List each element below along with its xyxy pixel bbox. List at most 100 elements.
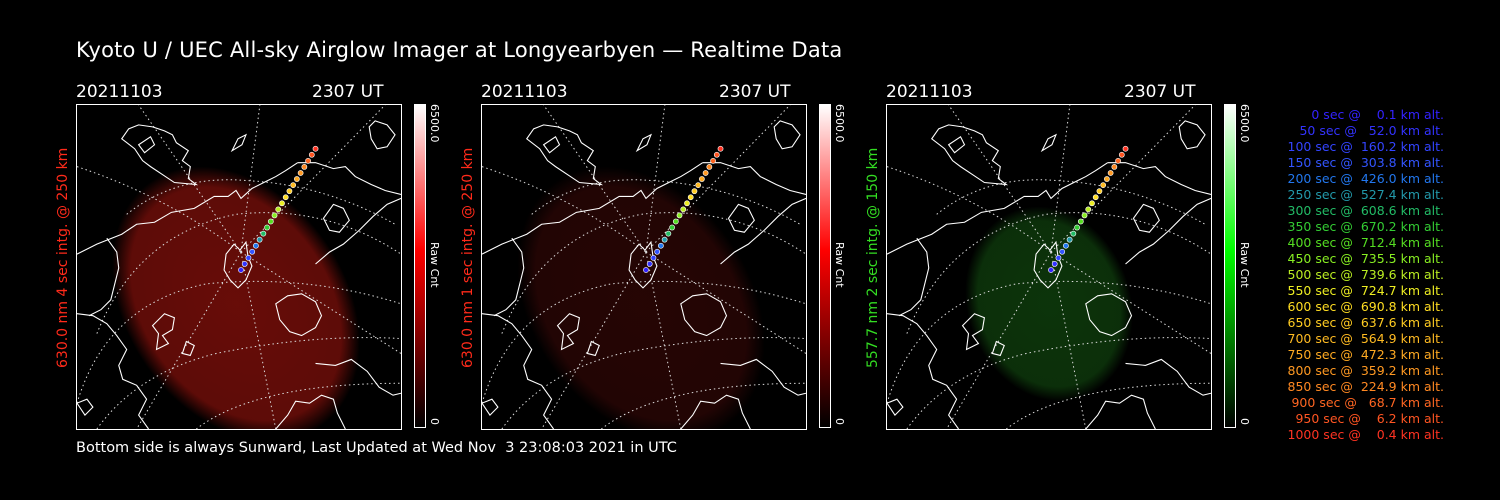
panel-2-cb-min: 0 (833, 418, 846, 425)
track-point (294, 176, 300, 182)
coastline (635, 133, 652, 153)
track-point (702, 170, 709, 176)
page-title: Kyoto U / UEC All-sky Airglow Imager at … (76, 38, 843, 62)
coastline (887, 398, 904, 416)
coastline (628, 240, 658, 289)
legend-row: 500 sec @ 739.6 km alt. (1287, 267, 1444, 282)
track-point (717, 145, 724, 152)
track-point (1104, 176, 1110, 182)
legend-row: 400 sec @ 712.4 km alt. (1287, 235, 1444, 250)
track-point (706, 164, 713, 170)
grid-line (501, 337, 806, 429)
panel-1-cb-min: 0 (428, 418, 441, 425)
coastline (482, 313, 555, 429)
grid-line (1050, 251, 1211, 354)
grid-line (126, 179, 396, 225)
track-point (672, 218, 679, 225)
panel-2-time: 2307 UT (719, 82, 791, 102)
track-point (654, 248, 661, 255)
coastline (88, 237, 120, 317)
panel-2-image (481, 104, 807, 430)
panel-3-cb-label: Raw Cnt (1238, 242, 1251, 288)
track-point (699, 176, 705, 182)
grid-line (906, 337, 1211, 429)
track-point (249, 248, 256, 255)
track-point (1089, 200, 1095, 207)
coastline (1107, 162, 1211, 195)
coastline (702, 162, 806, 195)
track-point (658, 242, 664, 249)
coastline (322, 203, 350, 233)
track-point (1122, 145, 1129, 152)
coastline (727, 203, 755, 233)
track-point (1063, 242, 1069, 249)
coastline (137, 136, 156, 154)
airglow-region (517, 166, 765, 429)
coastline (773, 120, 801, 150)
legend-row: 150 sec @ 303.8 km alt. (1287, 155, 1444, 170)
legend-row: 250 sec @ 527.4 km alt. (1287, 187, 1444, 202)
coastline (1085, 394, 1156, 429)
track-point (643, 267, 649, 273)
grid-line (936, 179, 1206, 225)
coastline (991, 340, 1005, 357)
coastline (586, 340, 600, 357)
airglow-region (965, 206, 1133, 402)
track-point (684, 200, 690, 207)
coastline (898, 237, 930, 317)
coastline (1033, 240, 1063, 289)
coastline (947, 136, 966, 154)
coastline (720, 197, 806, 265)
track-point (1096, 188, 1103, 195)
coastline (720, 358, 806, 396)
panel-2-date: 20211103 (481, 82, 568, 102)
track-point (713, 151, 720, 158)
coastline (1132, 203, 1160, 233)
track-point (1081, 212, 1088, 219)
coastline (1178, 120, 1206, 150)
coastline (230, 133, 247, 153)
grid-line (138, 105, 242, 253)
grid-line (645, 251, 682, 429)
grid-line (645, 251, 806, 354)
grid-line (96, 212, 401, 334)
coastline (493, 237, 525, 317)
grid-line (1050, 105, 1196, 253)
track-point (312, 145, 319, 152)
grid-line (645, 105, 791, 253)
coastline (223, 240, 253, 289)
track-point (1107, 170, 1114, 176)
grid-line (96, 337, 401, 429)
coastline (181, 340, 195, 357)
coastline (1125, 358, 1211, 396)
coastline (315, 358, 401, 396)
grid-line (541, 251, 647, 429)
legend-row: 600 sec @ 690.8 km alt. (1287, 299, 1444, 314)
track-point (308, 151, 315, 158)
panel-3-date: 20211103 (886, 82, 973, 102)
legend-row: 100 sec @ 160.2 km alt. (1287, 139, 1444, 154)
track-point (253, 242, 259, 249)
legend-row: 350 sec @ 670.2 km alt. (1287, 219, 1444, 234)
track-point (238, 267, 244, 273)
coastline (120, 124, 199, 186)
track-point (297, 170, 304, 176)
panel-3-cb-min: 0 (1238, 418, 1251, 425)
track-point (264, 224, 270, 231)
track-point (290, 182, 297, 188)
track-point (282, 194, 289, 201)
track-point (1048, 267, 1054, 273)
panel-1-time: 2307 UT (312, 82, 384, 102)
coastline (77, 398, 94, 416)
track-point (301, 164, 308, 170)
panel-1-ylabel: 630.0 nm 4 sec intg. @ 250 km (55, 147, 71, 368)
track-point (710, 157, 716, 164)
track-point (245, 254, 252, 261)
track-point (1118, 151, 1125, 158)
grid-line (946, 251, 1052, 429)
panel-2-cb-max: 6500.0 (833, 104, 846, 143)
grid-line (240, 105, 386, 253)
track-point (665, 230, 672, 237)
track-point (256, 236, 263, 243)
coastline (1125, 197, 1211, 265)
